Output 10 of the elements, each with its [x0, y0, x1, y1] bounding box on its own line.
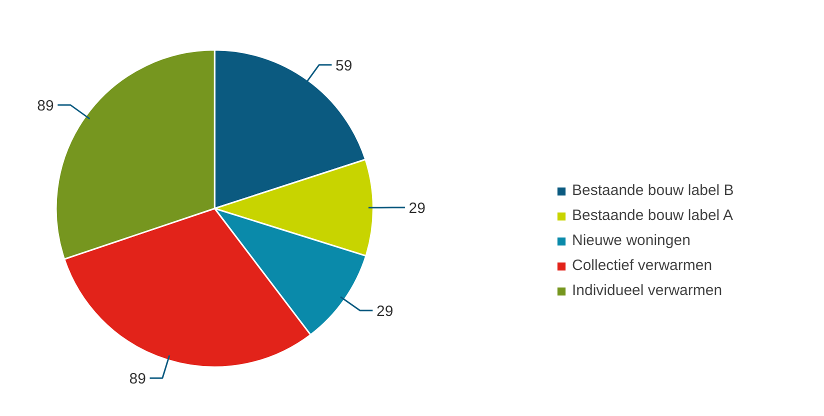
data-label: 29 [376, 303, 394, 320]
data-label: 59 [336, 57, 352, 74]
legend-label: Nieuwe woningen [572, 232, 690, 249]
data-label: 89 [37, 97, 54, 114]
legend-label: Collectief verwarmen [572, 257, 712, 274]
legend-label: Individueel verwarmen [572, 282, 722, 299]
data-label: 29 [408, 200, 426, 218]
data-label: 89 [129, 370, 146, 388]
legend-label: Bestaande bouw label B [572, 182, 734, 199]
legend-label: Bestaande bouw label A [572, 207, 733, 224]
